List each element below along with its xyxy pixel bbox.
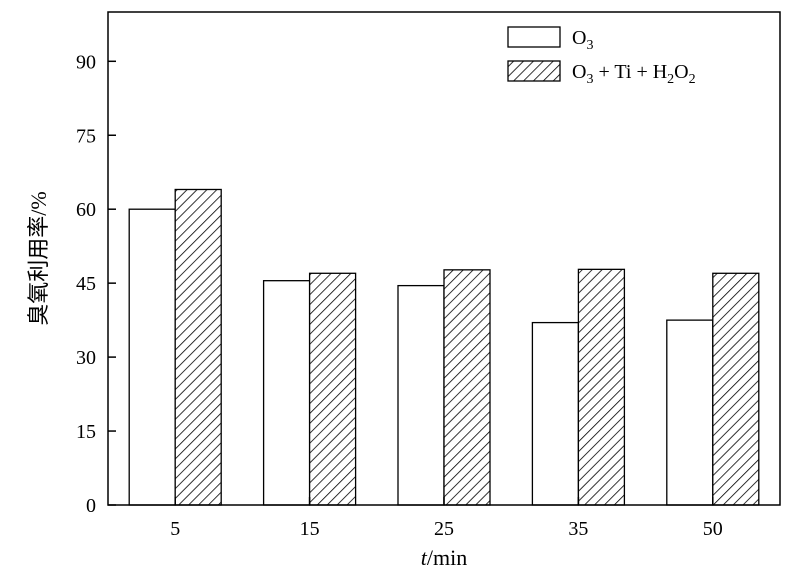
- bar-o3-ti-h2o2: [308, 272, 357, 506]
- y-tick-label: 45: [76, 273, 96, 295]
- y-tick-label: 30: [76, 347, 96, 369]
- y-tick-label: 15: [76, 421, 96, 443]
- x-tick-label: 15: [300, 518, 320, 540]
- x-axis-label-unit: /min: [427, 545, 467, 570]
- y-tick-label: 0: [86, 495, 96, 517]
- bar-o3: [531, 321, 580, 506]
- x-axis-label: t/min: [421, 545, 467, 570]
- legend-subscript: 3: [586, 38, 593, 53]
- y-axis: 0 15 30 45 60 75 90: [76, 51, 116, 517]
- legend-text-part: O: [572, 61, 586, 83]
- x-axis: 5 15 25 35 50: [170, 497, 723, 540]
- legend-swatch: [507, 60, 561, 82]
- bar-o3: [128, 208, 176, 506]
- legend-text-part: + Ti + H: [593, 61, 667, 83]
- bar-o3: [397, 284, 445, 506]
- x-tick-label: 50: [703, 518, 723, 540]
- bar-o3: [666, 319, 714, 506]
- bar-o3-ti-h2o2: [577, 268, 626, 506]
- y-tick-label: 60: [76, 199, 96, 221]
- legend-subscript: 2: [689, 72, 696, 87]
- x-tick-label: 5: [170, 518, 180, 540]
- x-tick-label: 25: [434, 518, 454, 540]
- legend-text-part: O: [674, 61, 688, 83]
- y-axis-label: 臭氧利用率/%: [26, 191, 51, 325]
- bar-o3-ti-h2o2: [712, 272, 760, 506]
- legend-subscript: 3: [586, 72, 593, 87]
- x-tick-label: 35: [568, 518, 588, 540]
- legend-swatch: [507, 26, 561, 48]
- legend-label: O3: [572, 27, 593, 53]
- legend-subscript: 2: [667, 72, 674, 87]
- bar-o3: [262, 280, 311, 506]
- y-tick-label: 90: [76, 51, 96, 73]
- bar-o3-ti-h2o2: [174, 188, 222, 506]
- x-axis-label-variable: t: [421, 545, 428, 570]
- bars-group: [128, 188, 760, 506]
- bar-o3-ti-h2o2: [443, 269, 491, 506]
- legend-label: O3 + Ti + H2O2: [572, 61, 696, 87]
- legend-text-part: O: [572, 27, 586, 49]
- y-tick-label: 75: [76, 125, 96, 147]
